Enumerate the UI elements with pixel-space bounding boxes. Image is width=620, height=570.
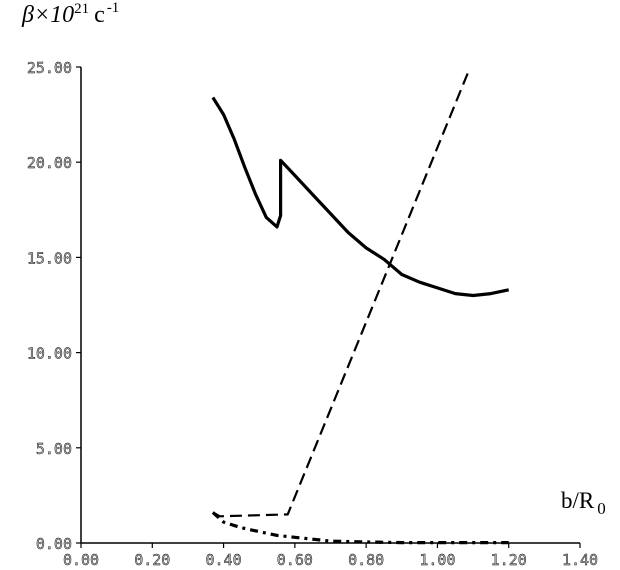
- x-tick-label: 0.00: [63, 551, 99, 569]
- series-line-dash-dot: [211, 511, 509, 545]
- y-tick-label: 0.00: [36, 535, 72, 553]
- x-axis-base: b/R: [561, 488, 595, 513]
- x-tick-label: 0.40: [206, 551, 242, 569]
- y-axis-title: β×1021 c -1: [21, 0, 119, 28]
- y-tick-label: 5.00: [36, 440, 72, 458]
- y-tick-label: 25.00: [27, 59, 72, 77]
- series-group: [211, 68, 510, 545]
- x-tick-label: 1.00: [419, 551, 455, 569]
- y-axis-exponent: 21: [74, 1, 89, 17]
- tick-labels: 0.00 5.00 10.00 15.00 20.00 25.00 0.00 0.20 0.40…: [27, 59, 599, 569]
- y-tick-label: 20.00: [27, 154, 72, 172]
- series-line-solid: [211, 96, 510, 298]
- y-tick-label: 15.00: [27, 249, 72, 267]
- y-axis-unit: c: [94, 2, 105, 28]
- x-tick-label: 1.20: [491, 551, 527, 569]
- axes: [76, 66, 581, 548]
- y-axis-symbol: β×10: [21, 2, 74, 28]
- x-axis-subscript: 0: [597, 499, 606, 518]
- series-line-dashed: [212, 68, 471, 518]
- x-tick-label: 0.80: [348, 551, 384, 569]
- y-tick-label: 10.00: [27, 345, 72, 363]
- x-tick-label: 1.40: [562, 551, 598, 569]
- x-tick-label: 0.60: [277, 551, 313, 569]
- y-axis-unit-exponent: -1: [107, 0, 120, 16]
- x-tick-label: 0.20: [134, 551, 170, 569]
- x-axis-title: b/R 0: [561, 488, 606, 518]
